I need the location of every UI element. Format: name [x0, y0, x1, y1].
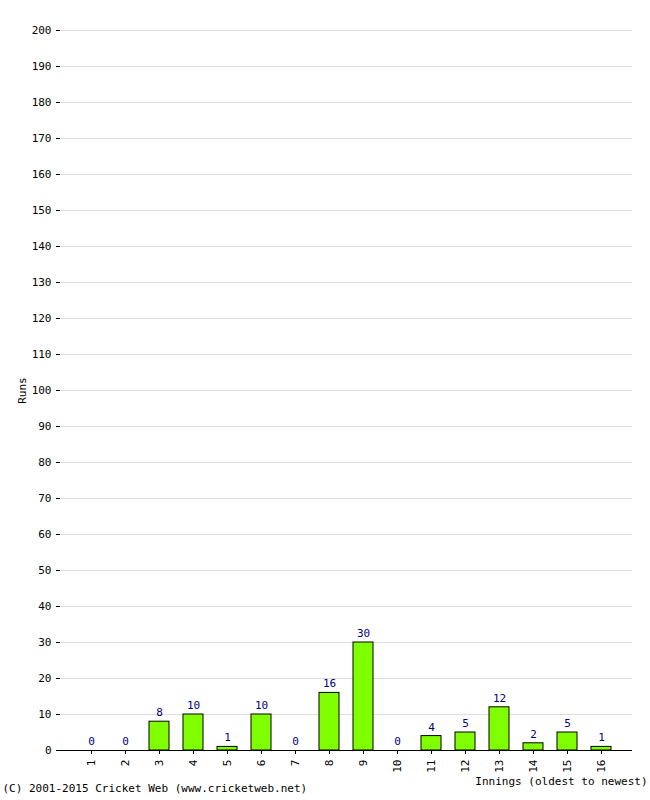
svg-text:0: 0 — [45, 744, 52, 757]
svg-text:80: 80 — [38, 456, 51, 469]
svg-text:2: 2 — [119, 760, 132, 767]
svg-text:50: 50 — [38, 564, 51, 577]
svg-text:140: 140 — [32, 240, 52, 253]
svg-text:150: 150 — [32, 204, 52, 217]
svg-text:4: 4 — [428, 721, 435, 734]
svg-text:1: 1 — [598, 731, 605, 744]
svg-text:0: 0 — [292, 735, 299, 748]
svg-text:70: 70 — [38, 492, 51, 505]
svg-text:2: 2 — [530, 728, 537, 741]
svg-text:8: 8 — [156, 706, 163, 719]
svg-text:6: 6 — [255, 760, 268, 767]
svg-text:8: 8 — [323, 760, 336, 767]
svg-text:10: 10 — [187, 699, 200, 712]
svg-text:0: 0 — [88, 735, 95, 748]
svg-text:(C) 2001-2015 Cricket Web (www: (C) 2001-2015 Cricket Web (www.cricketwe… — [3, 782, 308, 795]
svg-text:10: 10 — [38, 708, 51, 721]
svg-text:110: 110 — [32, 348, 52, 361]
svg-text:10: 10 — [255, 699, 268, 712]
svg-text:5: 5 — [462, 717, 469, 730]
svg-text:15: 15 — [561, 760, 574, 773]
svg-text:190: 190 — [32, 60, 52, 73]
svg-text:130: 130 — [32, 276, 52, 289]
svg-text:16: 16 — [595, 760, 608, 773]
svg-text:1: 1 — [224, 731, 231, 744]
svg-text:7: 7 — [289, 760, 302, 767]
svg-text:4: 4 — [187, 759, 200, 766]
svg-text:170: 170 — [32, 132, 52, 145]
svg-text:10: 10 — [391, 760, 404, 773]
svg-text:200: 200 — [32, 24, 52, 37]
svg-text:5: 5 — [221, 760, 234, 767]
svg-text:30: 30 — [357, 627, 370, 640]
svg-text:1: 1 — [85, 760, 98, 767]
svg-text:0: 0 — [122, 735, 129, 748]
svg-text:3: 3 — [153, 760, 166, 767]
svg-text:160: 160 — [32, 168, 52, 181]
svg-text:13: 13 — [493, 760, 506, 773]
svg-text:9: 9 — [357, 760, 370, 767]
svg-text:16: 16 — [323, 677, 336, 690]
svg-text:40: 40 — [38, 600, 51, 613]
svg-text:5: 5 — [564, 717, 571, 730]
svg-text:120: 120 — [32, 312, 52, 325]
svg-text:180: 180 — [32, 96, 52, 109]
svg-text:30: 30 — [38, 636, 51, 649]
svg-text:0: 0 — [394, 735, 401, 748]
svg-text:14: 14 — [527, 759, 540, 773]
svg-text:Runs: Runs — [16, 377, 29, 404]
svg-text:20: 20 — [38, 672, 51, 685]
svg-text:12: 12 — [459, 760, 472, 773]
svg-text:90: 90 — [38, 420, 51, 433]
svg-text:11: 11 — [425, 760, 438, 773]
svg-text:12: 12 — [493, 692, 506, 705]
svg-text:Innings (oldest to newest): Innings (oldest to newest) — [475, 775, 647, 788]
svg-text:100: 100 — [32, 384, 52, 397]
svg-text:60: 60 — [38, 528, 51, 541]
